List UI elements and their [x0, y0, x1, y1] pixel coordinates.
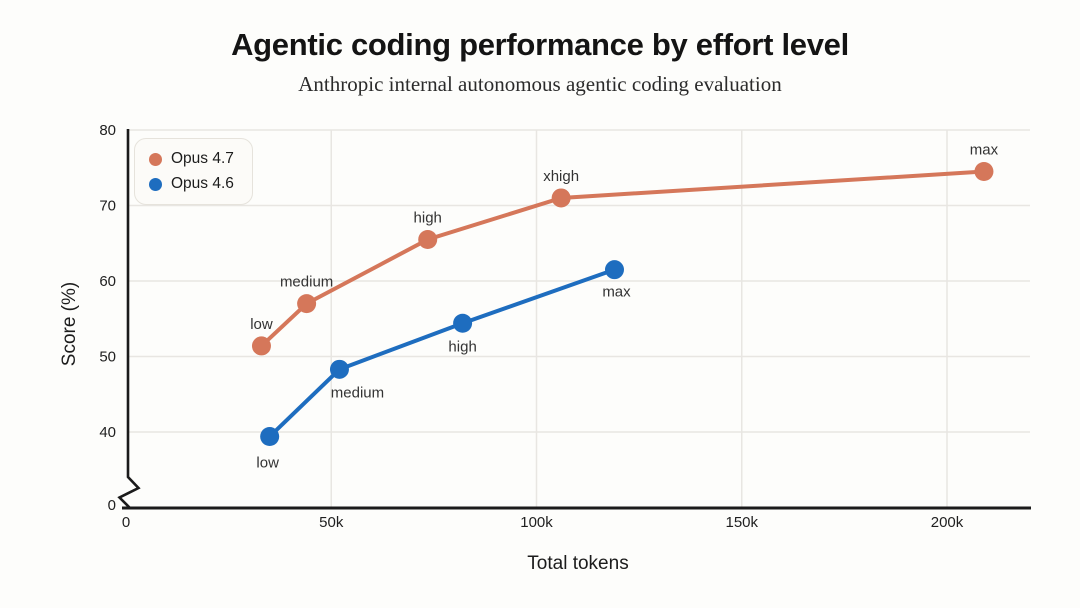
legend-item-opus-4-6: Opus 4.6 — [149, 175, 234, 193]
data-point-label: high — [448, 338, 476, 355]
x-tick-label: 150k — [725, 514, 758, 531]
data-point-label: medium — [331, 384, 384, 401]
y-tick-label: 70 — [99, 198, 116, 215]
legend-item-opus-4-7: Opus 4.7 — [149, 150, 234, 168]
data-point-marker — [329, 359, 349, 379]
data-point-marker — [418, 229, 438, 249]
data-point-marker — [974, 162, 994, 182]
series-line-opus-4-7 — [259, 169, 986, 348]
data-point-label: xhigh — [543, 168, 579, 185]
data-point-marker — [604, 260, 624, 280]
data-point-marker — [251, 336, 271, 356]
x-tick-label: 50k — [319, 514, 344, 531]
x-tick-label: 200k — [931, 514, 964, 531]
data-point-label: max — [970, 142, 999, 159]
legend-marker-opus-4-6-icon — [149, 177, 162, 191]
x-axis-label: Total tokens — [527, 553, 629, 574]
y-tick-label: 50 — [99, 349, 116, 366]
y-tick-label: 40 — [99, 424, 116, 441]
data-point-label: low — [250, 316, 273, 333]
data-point-label: max — [602, 284, 631, 301]
y-tick-label: 0 — [108, 497, 116, 514]
y-axis-line-with-break — [117, 129, 141, 509]
x-tick-label: 0 — [122, 514, 130, 531]
y-axis-label: Score (%) — [59, 281, 80, 367]
legend-label-opus-4-7: Opus 4.7 — [171, 150, 234, 167]
x-tick-label: 100k — [520, 514, 553, 531]
data-point-label: medium — [280, 274, 333, 291]
data-point-marker — [260, 427, 280, 447]
data-point-marker — [551, 188, 571, 208]
y-tick-label: 80 — [99, 122, 116, 139]
chart-subtitle: Anthropic internal autonomous agentic co… — [298, 72, 782, 96]
data-point-label: high — [414, 209, 442, 226]
legend-label-opus-4-6: Opus 4.6 — [171, 175, 234, 192]
data-point-marker — [297, 294, 317, 314]
data-point-marker — [453, 313, 473, 333]
data-point-label: low — [256, 455, 279, 472]
y-tick-label: 60 — [99, 273, 116, 290]
legend-marker-opus-4-7-icon — [149, 152, 162, 166]
chart-title: Agentic coding performance by effort lev… — [231, 27, 849, 62]
series-line-opus-4-6 — [267, 267, 617, 439]
legend: Opus 4.7 Opus 4.6 — [134, 138, 253, 205]
